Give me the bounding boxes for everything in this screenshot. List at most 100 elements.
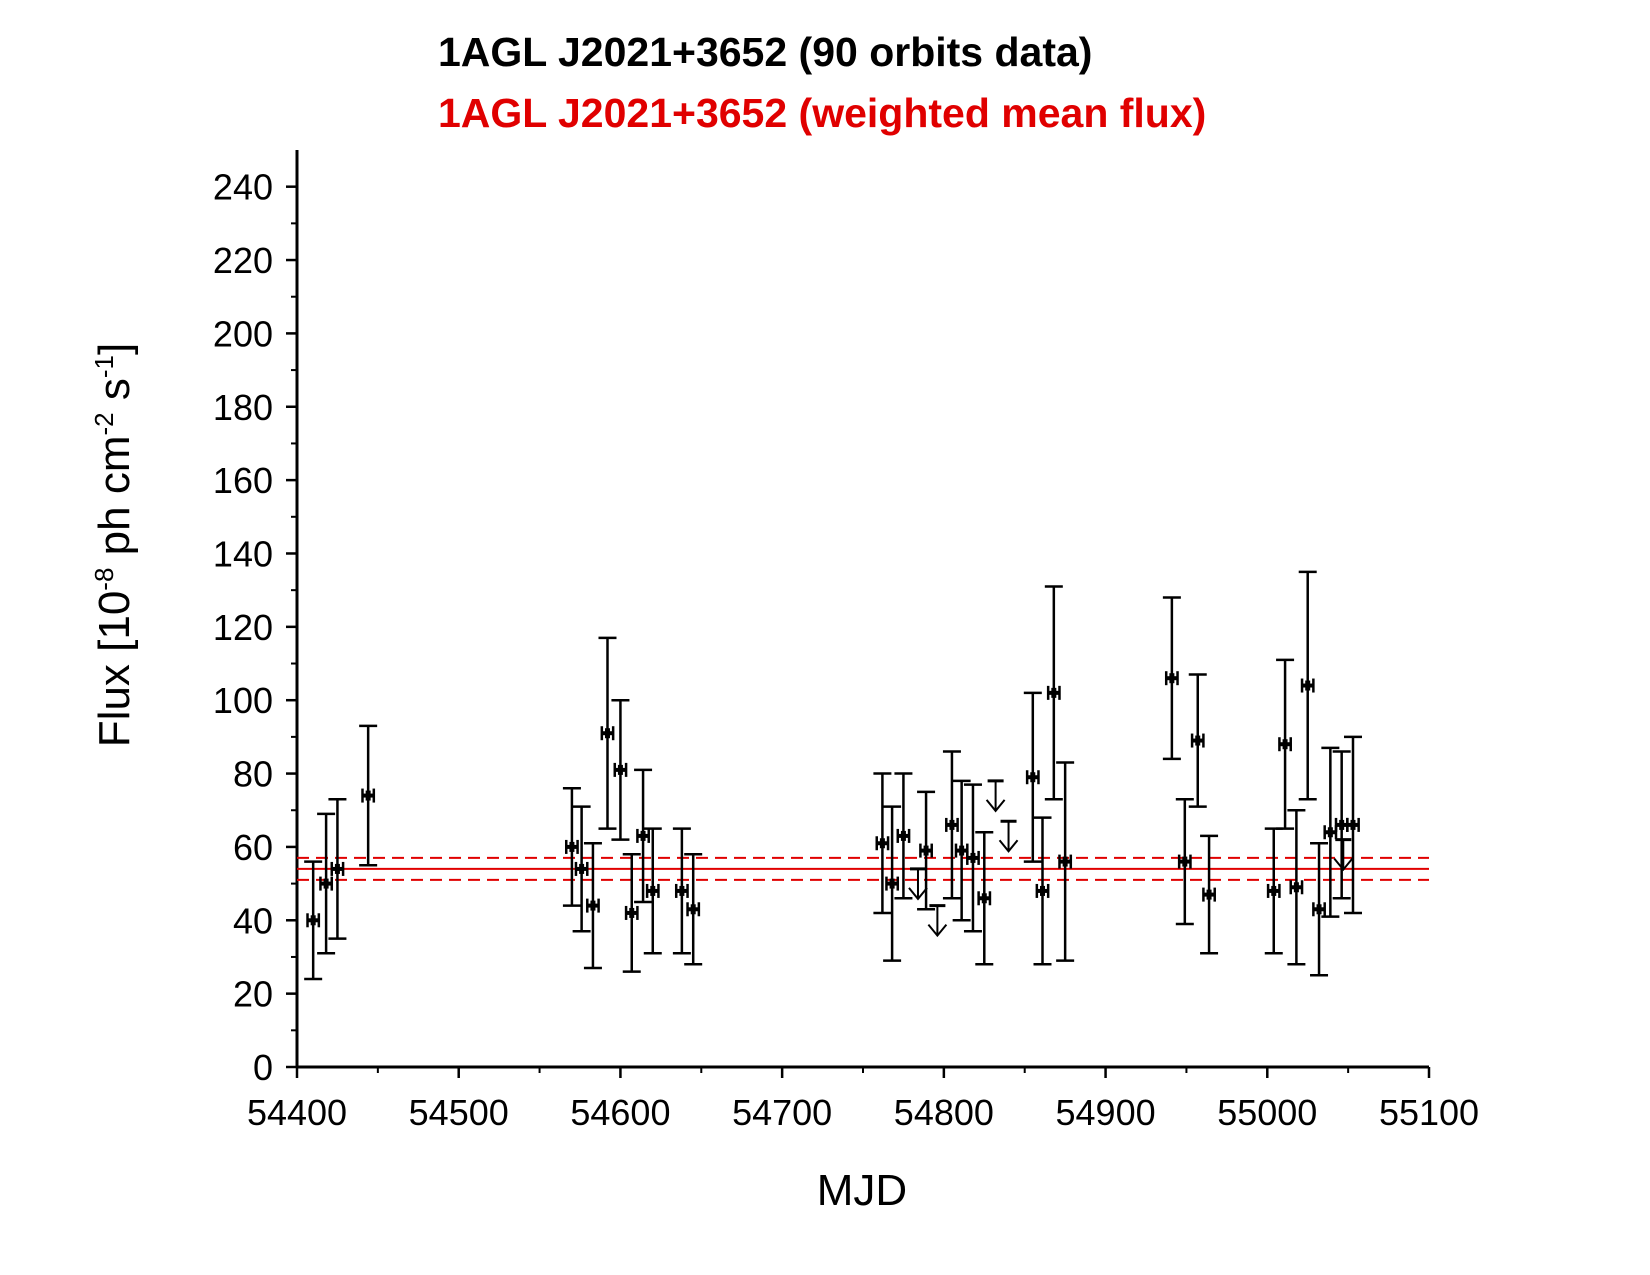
point-marker xyxy=(1305,680,1311,691)
point-marker xyxy=(1051,687,1057,698)
y-label-exp3: -1 xyxy=(89,355,119,378)
y-label-exp1: -8 xyxy=(89,568,119,591)
point-marker xyxy=(1062,856,1068,867)
y-label-mid2: s xyxy=(90,378,139,412)
y-axis-label: Flux [10-8 ph cm-2 s-1] xyxy=(89,343,139,747)
y-label-mid: ph cm xyxy=(90,436,139,568)
point-marker xyxy=(1169,673,1175,684)
data-point xyxy=(622,853,641,973)
x-tick-label: 55100 xyxy=(1379,1092,1479,1133)
data-point xyxy=(634,768,653,904)
data-point xyxy=(1343,735,1362,915)
data-point xyxy=(684,853,703,966)
point-marker xyxy=(617,764,623,775)
data-point xyxy=(304,860,323,981)
point-marker xyxy=(604,728,610,739)
upper-limit-head xyxy=(908,887,928,901)
weighted-mean-lines xyxy=(297,856,1429,881)
x-tick-label: 54500 xyxy=(409,1092,509,1133)
x-tick-label: 54400 xyxy=(247,1092,347,1133)
y-tick-label: 140 xyxy=(213,533,273,574)
data-point xyxy=(942,750,961,900)
point-marker xyxy=(970,852,976,863)
y-tick-label: 180 xyxy=(213,387,273,428)
point-marker xyxy=(1339,819,1345,830)
data-point xyxy=(317,812,336,955)
data-point xyxy=(1033,816,1052,966)
data-point xyxy=(894,772,913,900)
y-label-exp2: -2 xyxy=(89,412,119,435)
y-label-prefix: Flux [10 xyxy=(90,591,139,748)
point-marker xyxy=(1316,904,1322,915)
upper-limit-head xyxy=(985,799,1006,813)
point-marker xyxy=(900,830,906,841)
data-point xyxy=(963,783,982,933)
point-marker xyxy=(323,878,329,889)
y-tick-label: 240 xyxy=(213,167,273,208)
point-marker xyxy=(650,885,656,896)
y-tick-label: 100 xyxy=(213,680,273,721)
y-tick-label: 160 xyxy=(213,460,273,501)
point-marker xyxy=(879,838,885,849)
data-point xyxy=(1298,570,1317,801)
y-tick-label: 80 xyxy=(233,754,273,795)
data-point xyxy=(1023,691,1042,863)
chart-title-line1: 1AGL J2021+3652 (90 orbits data) xyxy=(438,29,1092,75)
point-marker xyxy=(1206,889,1212,900)
data-point xyxy=(1321,746,1340,918)
upper-limit-arrow xyxy=(998,819,1019,853)
data-point xyxy=(1264,827,1283,955)
data-point xyxy=(328,797,347,940)
data-points xyxy=(304,570,1362,981)
point-marker xyxy=(949,819,955,830)
point-marker xyxy=(1195,735,1201,746)
data-point xyxy=(1287,808,1306,966)
data-point xyxy=(1276,658,1295,830)
data-point xyxy=(1044,585,1063,801)
x-tick-label: 54600 xyxy=(570,1092,670,1133)
x-axis-label: MJD xyxy=(817,1166,907,1215)
point-marker xyxy=(1030,772,1036,783)
upper-limit-head xyxy=(1333,857,1354,872)
point-marker xyxy=(690,904,696,915)
y-tick-label: 200 xyxy=(213,313,273,354)
data-point xyxy=(562,786,581,907)
data-point xyxy=(672,827,691,955)
y-label-suffix: ] xyxy=(90,343,139,355)
data-point xyxy=(572,805,591,933)
data-point xyxy=(1056,761,1075,962)
upper-limit-head xyxy=(998,839,1019,853)
y-tick-label: 0 xyxy=(253,1047,273,1088)
y-tick-label: 120 xyxy=(213,607,273,648)
data-point xyxy=(1162,596,1181,761)
axes: 0 20 40 60 80 100 120 140 160 180 200 220 240 54400 54… xyxy=(213,150,1479,1133)
data-point xyxy=(975,830,994,966)
point-marker xyxy=(334,863,340,874)
point-marker xyxy=(1182,856,1188,867)
point-marker xyxy=(981,893,987,904)
upper-limit-arrow xyxy=(985,779,1006,813)
x-tick-label: 55000 xyxy=(1217,1092,1317,1133)
upper-limit-markers xyxy=(908,779,1354,938)
point-marker xyxy=(590,900,596,911)
point-marker xyxy=(629,907,635,918)
point-marker xyxy=(1350,819,1356,830)
x-tick-label: 54700 xyxy=(732,1092,832,1133)
data-point xyxy=(873,772,892,915)
x-tick-label: 54800 xyxy=(894,1092,994,1133)
upper-limit-arrow xyxy=(908,867,928,901)
point-marker xyxy=(579,863,585,874)
upper-limit-arrow xyxy=(1333,838,1354,872)
point-marker xyxy=(569,841,575,852)
point-marker xyxy=(1327,827,1333,838)
upper-limit-arrow xyxy=(927,904,948,938)
point-marker xyxy=(1040,885,1046,896)
point-marker xyxy=(310,915,316,926)
point-marker xyxy=(640,830,646,841)
data-point xyxy=(643,827,662,955)
upper-limit-head xyxy=(927,923,948,938)
point-marker xyxy=(365,790,371,801)
data-point xyxy=(598,636,617,830)
data-point xyxy=(917,790,936,911)
